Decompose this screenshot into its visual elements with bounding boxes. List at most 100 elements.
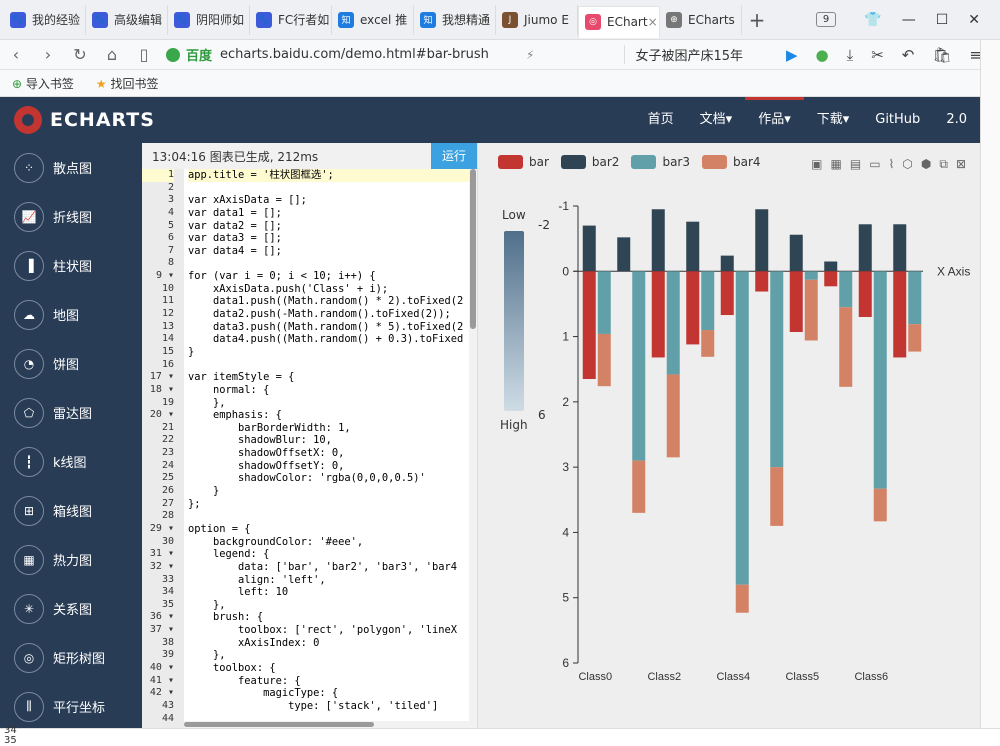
toolbox-icon[interactable]: ▭	[869, 157, 881, 171]
bar2-mark[interactable]	[720, 255, 734, 272]
bar-mark[interactable]	[858, 271, 872, 317]
bar2-mark[interactable]	[617, 237, 631, 272]
menu-icon[interactable]: ≡	[969, 45, 982, 64]
browser-tab[interactable]: ⊕ ECharts	[660, 4, 742, 35]
bar2-mark[interactable]	[582, 225, 596, 272]
bar3-mark[interactable]	[735, 271, 749, 585]
refresh-icon[interactable]: ↻	[73, 45, 87, 64]
bag-icon[interactable]: 🛍	[932, 45, 952, 64]
nav-item[interactable]: GitHub	[875, 112, 921, 127]
bar2-mark[interactable]	[858, 224, 872, 272]
bar4-mark[interactable]	[873, 488, 887, 522]
bar-mark[interactable]	[720, 271, 734, 316]
bookmark-import[interactable]: ⊕ 导入书签	[12, 76, 74, 91]
close-window-button[interactable]: ✕	[968, 11, 980, 28]
bar3-mark[interactable]	[632, 271, 646, 461]
bar3-mark[interactable]	[770, 271, 784, 468]
bookmark-recover[interactable]: ★ 找回书签	[95, 76, 159, 91]
editor-horizontal-scrollbar[interactable]	[184, 721, 470, 728]
bar-chart-svg[interactable]: -1 0 1 2 3 4 5 6 X Axis Class0 Class2 Class4 Class5 C…	[478, 143, 980, 728]
nav-item[interactable]: 作品▾	[745, 97, 804, 143]
bar-mark[interactable]	[893, 271, 907, 358]
bar3-mark[interactable]	[873, 271, 887, 489]
download-icon[interactable]: ⤓	[846, 45, 854, 64]
code-area[interactable]: 1 2 3 4 5 6 7 8 9 ▾ 10 11 12 13 14 15 16 …	[142, 169, 477, 728]
chat-icon[interactable]: ●	[815, 45, 829, 64]
skin-icon[interactable]: 👕	[864, 11, 882, 28]
browser-tab[interactable]: 🐾 阴阳师如	[168, 4, 250, 35]
bar4-mark[interactable]	[701, 330, 715, 357]
bar4-mark[interactable]	[839, 307, 853, 387]
bar-mark[interactable]	[582, 271, 596, 380]
sidebar-item[interactable]: ⊞ 箱线图	[0, 486, 142, 535]
maximize-button[interactable]: ☐	[935, 11, 949, 28]
hot-search[interactable]: 女子被困产床15年	[624, 45, 743, 64]
bar-mark[interactable]	[755, 271, 769, 292]
legend-item[interactable]: bar3	[631, 155, 690, 169]
tab-close-icon[interactable]: ×	[647, 15, 658, 29]
browser-tab[interactable]: 知 excel 推	[332, 4, 414, 35]
sidebar-item[interactable]: ┇ k线图	[0, 437, 142, 486]
bar3-mark[interactable]	[839, 271, 853, 308]
sidebar-item[interactable]: ▐ 柱状图	[0, 241, 142, 290]
echarts-logo[interactable]: ECHARTS	[14, 106, 155, 134]
bar4-mark[interactable]	[597, 333, 611, 387]
bar-mark[interactable]	[789, 271, 803, 333]
forward-icon[interactable]: ›	[44, 45, 52, 64]
bar2-mark[interactable]	[893, 224, 907, 272]
browser-tab[interactable]: 🐾 FC行者如	[250, 4, 332, 35]
code-lines[interactable]: app.title = '柱状图框选'; var xAxisData = []; v…	[184, 169, 477, 728]
nav-item[interactable]: 首页	[647, 112, 674, 127]
legend-item[interactable]: bar2	[560, 155, 619, 169]
undo-icon[interactable]: ↶	[901, 45, 915, 64]
bar2-mark[interactable]	[789, 234, 803, 272]
bar4-mark[interactable]	[666, 374, 680, 458]
toolbox-icon[interactable]: ⌇	[888, 157, 895, 171]
bar3-mark[interactable]	[701, 271, 715, 331]
bar4-mark[interactable]	[804, 279, 818, 341]
run-button[interactable]: 运行	[431, 143, 477, 169]
bar-mark[interactable]	[651, 271, 665, 358]
editor-vertical-scrollbar[interactable]	[469, 169, 477, 728]
sidebar-item[interactable]: ☁ 地图	[0, 290, 142, 339]
nav-item[interactable]: 文档▾	[699, 112, 733, 127]
sidebar-item[interactable]: ⬠ 雷达图	[0, 388, 142, 437]
toolbox-icon[interactable]: ▤	[849, 157, 862, 171]
bar2-mark[interactable]	[755, 209, 769, 272]
bar3-mark[interactable]	[666, 271, 680, 375]
bar4-mark[interactable]	[632, 460, 646, 513]
bar4-mark[interactable]	[770, 467, 784, 526]
legend-item[interactable]: bar4	[702, 155, 761, 169]
sidebar-item[interactable]: ▦ 热力图	[0, 535, 142, 584]
sidebar-item[interactable]: ⁘ 散点图	[0, 143, 142, 192]
sidebar-item[interactable]: ⫼ 平行坐标	[0, 682, 142, 728]
bar2-mark[interactable]	[651, 209, 665, 272]
browser-tab[interactable]: 🐾 我的经验	[4, 4, 86, 35]
toolbox-icon[interactable]: ⬡	[902, 157, 913, 171]
bar3-mark[interactable]	[908, 271, 922, 325]
tab-count-badge[interactable]: 9	[815, 12, 837, 27]
scissors-icon[interactable]: ✂	[871, 45, 884, 64]
toolbox-icon[interactable]: ⬢	[920, 157, 932, 171]
toolbox-icon[interactable]: ▦	[830, 157, 842, 171]
nav-item[interactable]: 下载▾	[816, 112, 850, 127]
browser-tab[interactable]: 知我想精通	[414, 4, 496, 35]
browser-tab[interactable]: J Jiumo E	[496, 4, 578, 35]
new-tab-button[interactable]: +	[748, 7, 766, 32]
sidebar-item[interactable]: ◔ 饼图	[0, 339, 142, 388]
visual-map-bar[interactable]	[504, 231, 524, 411]
url-input[interactable]: 百度 echarts.baidu.com/demo.html#bar-brush	[166, 43, 526, 67]
bar2-mark[interactable]	[686, 221, 700, 272]
sidebar-item[interactable]: ✳ 关系图	[0, 584, 142, 633]
back-icon[interactable]: ‹	[12, 45, 20, 64]
flash-icon[interactable]: ⚡	[526, 47, 535, 62]
bar2-mark[interactable]	[824, 261, 838, 272]
home-icon[interactable]: ⌂	[106, 45, 118, 64]
reader-icon[interactable]: ▯	[139, 45, 149, 64]
browser-tab[interactable]: 🐾 高级编辑	[86, 4, 168, 35]
sidebar-item[interactable]: ◎ 矩形树图	[0, 633, 142, 682]
bar3-mark[interactable]	[804, 271, 818, 280]
toolbox-icon[interactable]: ▣	[811, 157, 823, 171]
legend-item[interactable]: bar	[498, 155, 549, 169]
bar4-mark[interactable]	[908, 324, 922, 352]
